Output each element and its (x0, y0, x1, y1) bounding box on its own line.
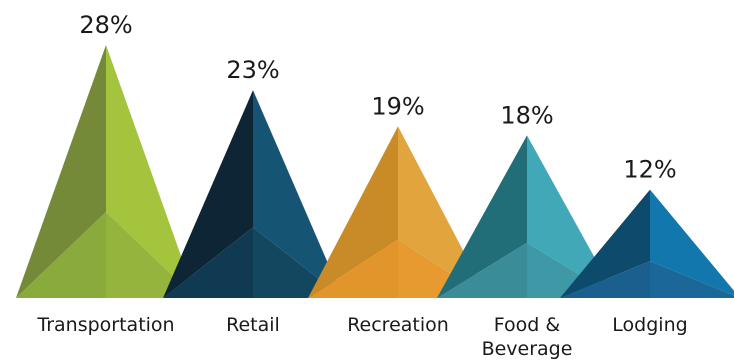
pyramid-face-bottom (437, 242, 527, 298)
pyramid-face-right (253, 90, 343, 298)
category-label: Food & Beverage (482, 314, 573, 360)
pyramid-face-right (398, 126, 488, 298)
pyramid-face-left (560, 189, 650, 298)
pyramid-face-bottom (163, 227, 253, 298)
pyramid-face-bottom (560, 261, 650, 298)
pyramid-3 (308, 126, 488, 298)
category-label: Recreation (347, 314, 449, 336)
pyramid-face-bottom-right (253, 227, 343, 298)
pyramid-2 (163, 90, 343, 298)
category-label: Transportation (36, 314, 174, 336)
value-label: 19% (371, 92, 424, 120)
pyramid-face-left (308, 126, 398, 298)
pyramid-face-bottom-right (650, 261, 734, 298)
category-label: Lodging (612, 314, 687, 336)
pyramid-face-bottom-right (527, 242, 617, 298)
value-label: 18% (500, 101, 553, 129)
pyramid-1 (16, 45, 196, 298)
category-label: Retail (226, 314, 280, 336)
pyramid-face-right (650, 189, 734, 296)
pyramid-face-left (437, 135, 527, 298)
value-label: 28% (79, 11, 132, 39)
pyramid-face-bottom (16, 211, 106, 298)
pyramid-face-left (163, 90, 253, 298)
pyramid-5 (560, 189, 734, 298)
pyramid-face-left (16, 45, 106, 298)
pyramid-face-right (106, 45, 196, 298)
value-label: 23% (226, 56, 279, 84)
pyramid-face-bottom-right (398, 239, 488, 298)
value-label: 12% (623, 156, 676, 184)
pyramid-face-bottom (308, 239, 398, 298)
